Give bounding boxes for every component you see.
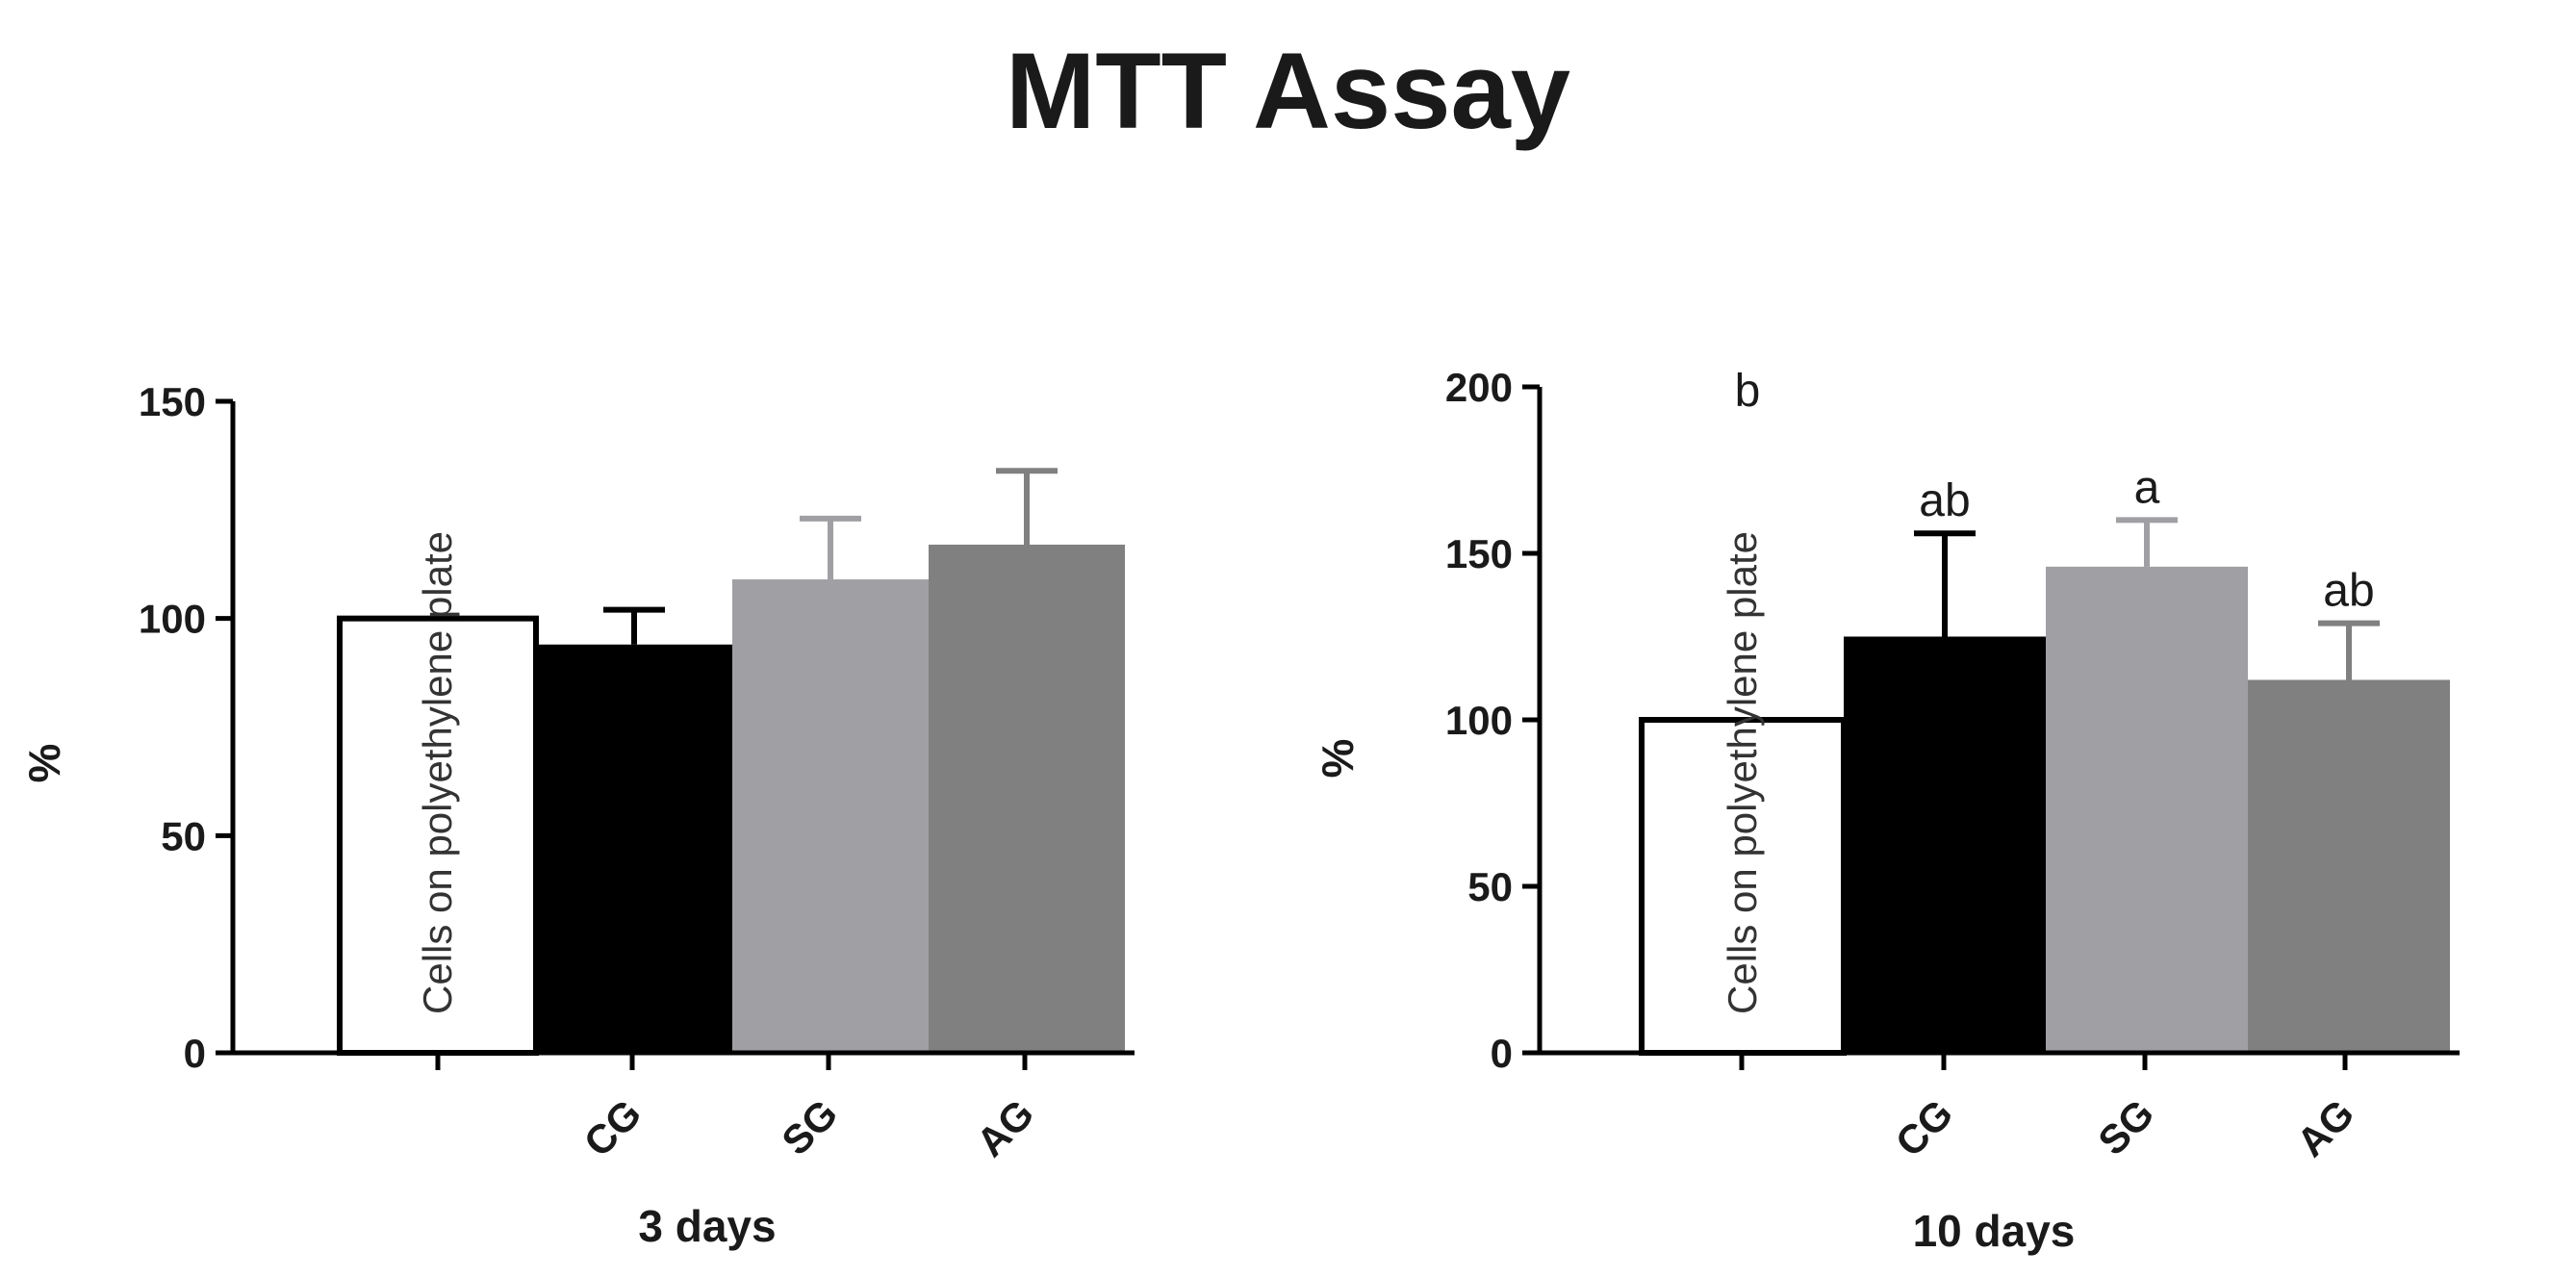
annotation-cg: ab [1919, 475, 1970, 526]
y-tick-label-200: 200 [1445, 365, 1513, 410]
y-tick-label-100: 100 [139, 597, 206, 642]
bar-sg [2046, 566, 2248, 1053]
x-tick-label-sg: SG [2089, 1090, 2162, 1163]
x-tick-label-cg: CG [575, 1090, 650, 1165]
bar-ag [2248, 679, 2450, 1053]
y-tick-label-50: 50 [161, 813, 206, 858]
y-tick-label-100: 100 [1445, 698, 1513, 743]
panel-3-days: Cells on polyethylene plate 0 50 100 150 CG SG… [19, 379, 1135, 1251]
panel-10-days: Cells on polyethylene plate b ab a ab 0 50 100 1… [1313, 365, 2460, 1256]
y-axis-title: % [19, 744, 69, 783]
y-tick-label-0: 0 [1491, 1031, 1513, 1076]
y-tick-label-50: 50 [1467, 864, 1513, 909]
y-tick-label-150: 150 [1445, 531, 1513, 576]
x-tick-label-ag: AG [968, 1090, 1043, 1165]
bar-text-control: Cells on polyethylene plate [415, 531, 460, 1014]
bar-control [337, 615, 539, 1057]
x-axis-title: 3 days [638, 1201, 776, 1251]
y-axis-title: % [1313, 739, 1363, 779]
x-tick-label-ag: AG [2288, 1090, 2363, 1165]
y-tick-label-0: 0 [184, 1031, 206, 1076]
bar-text-control: Cells on polyethylene plate [1720, 531, 1765, 1014]
bar-ag [929, 544, 1125, 1053]
bar-sg [732, 579, 929, 1053]
annotation-control: b [1735, 366, 1761, 417]
x-tick-label-cg: CG [1887, 1090, 1962, 1165]
annotation-sg: a [2134, 462, 2160, 513]
bar-cg [536, 644, 732, 1053]
y-tick-label-150: 150 [139, 379, 206, 424]
chart-title: MTT Assay [1005, 31, 1571, 151]
x-tick-label-sg: SG [773, 1090, 846, 1163]
annotation-ag: ab [2323, 566, 2374, 617]
x-axis-title: 10 days [1913, 1206, 2076, 1256]
bar-control [1639, 717, 1847, 1056]
bar-cg [1844, 636, 2046, 1053]
